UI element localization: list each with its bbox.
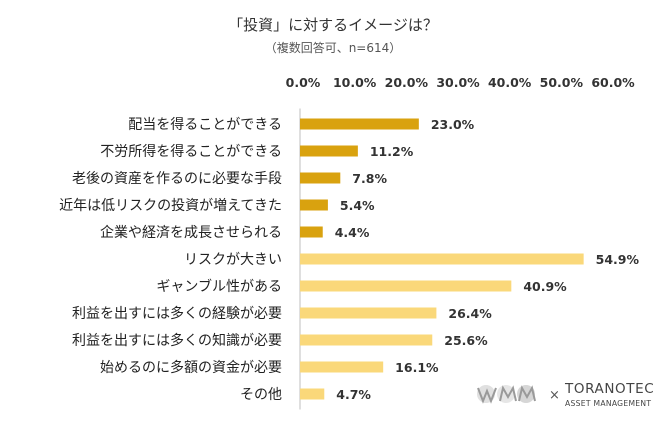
category-label: 近年は低リスクの投資が増えてきた xyxy=(59,198,282,214)
wm-logo-icon xyxy=(477,385,536,404)
bar xyxy=(300,172,341,184)
x-tick-label: 10.0% xyxy=(333,75,377,90)
category-labels: 配当を得ることができる不労所得を得ることができる老後の資産を作るのに必要な手段近… xyxy=(59,116,282,403)
category-label: ギャンブル性がある xyxy=(156,278,282,295)
value-labels: 23.0% 11.2% 7.8% 5.4% 4.4% 54.9% 40.9% 26.4% 25.… xyxy=(335,117,640,402)
brand-sub: ASSET MANAGEMENT xyxy=(565,399,651,408)
value-label: 26.4% xyxy=(448,306,492,321)
brand-name: TORANOTEC xyxy=(564,381,654,397)
value-label: 23.0% xyxy=(431,117,475,132)
value-label: 7.8% xyxy=(352,171,387,186)
category-label: 利益を出すには多くの知識が必要 xyxy=(72,332,282,349)
bar xyxy=(300,361,384,373)
x-tick-label: 30.0% xyxy=(436,75,480,90)
bars xyxy=(300,118,584,400)
bar xyxy=(300,226,323,238)
x-tick-label: 50.0% xyxy=(540,75,584,90)
category-label: 企業や経済を成長させられる xyxy=(100,224,282,241)
category-label: その他 xyxy=(240,387,282,403)
value-label: 11.2% xyxy=(370,144,414,159)
bar xyxy=(300,118,419,130)
x-tick-label: 20.0% xyxy=(385,75,429,90)
category-label: 配当を得ることができる xyxy=(128,116,282,133)
category-label: 老後の資産を作るのに必要な手段 xyxy=(72,171,282,187)
bar xyxy=(300,253,584,265)
bar xyxy=(300,307,437,319)
value-label: 40.9% xyxy=(523,279,567,294)
x-tick-label: 60.0% xyxy=(591,75,635,90)
chart-subtitle: （複数回答可、n=614） xyxy=(265,40,402,55)
category-label: リスクが大きい xyxy=(184,252,282,268)
x-tick-label: 0.0% xyxy=(286,75,321,90)
bar xyxy=(300,280,512,292)
bar xyxy=(300,199,328,211)
category-label: 不労所得を得ることができる xyxy=(100,143,282,160)
value-label: 16.1% xyxy=(395,360,439,375)
chart-title: 「投資」に対するイメージは？ xyxy=(228,16,438,34)
bar xyxy=(300,388,325,400)
bar xyxy=(300,334,433,346)
category-label: 始めるのに多額の資金が必要 xyxy=(100,359,282,376)
x-axis-ticks: 0.0% 10.0% 20.0% 30.0% 40.0% 50.0% 60.0% xyxy=(286,75,635,90)
logo-separator: × xyxy=(549,388,560,403)
x-tick-label: 40.0% xyxy=(488,75,532,90)
value-label: 25.6% xyxy=(444,333,488,348)
value-label: 5.4% xyxy=(340,198,375,213)
value-label: 54.9% xyxy=(596,252,640,267)
value-label: 4.7% xyxy=(336,387,371,402)
logo-area: × TORANOTEC ASSET MANAGEMENT xyxy=(477,381,654,408)
value-label: 4.4% xyxy=(335,225,370,240)
category-label: 利益を出すには多くの経験が必要 xyxy=(72,305,282,322)
bar xyxy=(300,145,358,157)
